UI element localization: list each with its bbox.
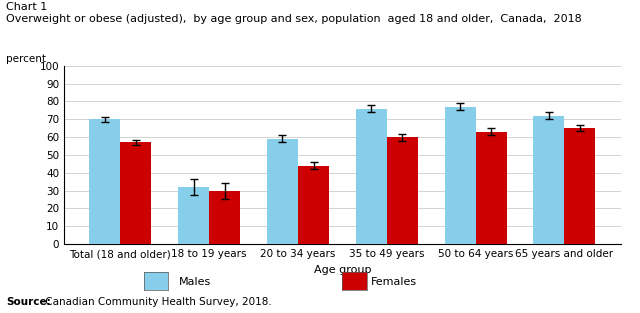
Text: Overweight or obese (adjusted),  by age group and sex, population  aged 18 and o: Overweight or obese (adjusted), by age g… [6, 14, 582, 24]
Text: Females: Females [371, 277, 417, 287]
Text: Males: Males [179, 277, 211, 287]
Text: Source:: Source: [6, 297, 51, 307]
Bar [90, 119, 120, 244]
Bar [356, 109, 387, 244]
Text: Canadian Community Health Survey, 2018.: Canadian Community Health Survey, 2018. [42, 297, 271, 307]
Bar [267, 139, 298, 244]
Bar [445, 107, 476, 244]
Text: Chart 1: Chart 1 [6, 2, 47, 12]
Bar [120, 142, 152, 244]
Bar [178, 187, 209, 244]
Bar [533, 116, 564, 244]
Bar [209, 191, 240, 244]
X-axis label: Age group: Age group [314, 264, 371, 275]
Bar [564, 128, 595, 244]
Bar [298, 166, 329, 244]
Bar [387, 137, 418, 244]
Bar [476, 132, 507, 244]
Text: percent: percent [6, 54, 46, 64]
